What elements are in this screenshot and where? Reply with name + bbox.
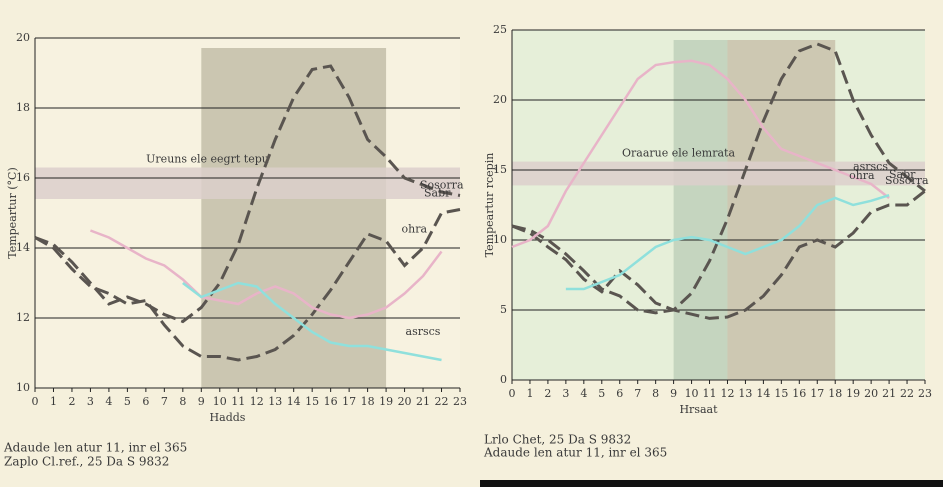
x-tick-label: 18 <box>828 387 842 400</box>
series-label: Sabr <box>889 168 916 181</box>
x-tick-label: 19 <box>379 395 393 408</box>
range-band <box>35 167 460 199</box>
note: Adaude len atur 11, inr el 365 <box>483 446 667 460</box>
footer-bar <box>480 480 943 487</box>
x-tick-label: 14 <box>756 387 770 400</box>
x-tick-label: 20 <box>398 395 412 408</box>
y-tick-label: 16 <box>16 171 30 184</box>
x-tick-label: 1 <box>50 395 57 408</box>
range-label: Ureuns ele eegrt tepu <box>146 153 269 166</box>
x-tick-label: 3 <box>87 395 94 408</box>
x-tick-label: 15 <box>774 387 788 400</box>
shaded-band <box>201 48 387 388</box>
x-tick-label: 23 <box>453 395 467 408</box>
x-tick-label: 0 <box>509 387 516 400</box>
x-tick-label: 10 <box>685 387 699 400</box>
x-tick-label: 13 <box>738 387 752 400</box>
x-tick-label: 9 <box>198 395 205 408</box>
x-tick-label: 21 <box>416 395 430 408</box>
x-tick-label: 9 <box>670 387 677 400</box>
x-tick-label: 12 <box>720 387 734 400</box>
x-tick-label: 16 <box>792 387 806 400</box>
x-tick-label: 4 <box>105 395 112 408</box>
series-label: Sosorra <box>420 179 464 192</box>
y-axis-label: Tempeartur rcepin <box>483 153 496 258</box>
range-label: Oraarue ele lemrata <box>622 147 735 160</box>
series-line <box>34 208 461 362</box>
y-tick-label: 15 <box>493 163 507 176</box>
x-tick-label: 3 <box>562 387 569 400</box>
x-tick-label: 11 <box>231 395 245 408</box>
y-tick-label: 18 <box>16 101 30 114</box>
x-tick-label: 15 <box>305 395 319 408</box>
series-label: ohra <box>849 169 875 182</box>
note: Lrlo Chet, 25 Da S 9832 <box>484 433 631 447</box>
x-tick-label: 22 <box>435 395 449 408</box>
x-axis-label: Hrsaat <box>679 403 718 416</box>
x-tick-label: 18 <box>361 395 375 408</box>
y-axis-label: Tempeartur (°C) <box>6 167 19 259</box>
x-tick-label: 4 <box>580 387 587 400</box>
x-tick-label: 8 <box>179 395 186 408</box>
y-tick-label: 5 <box>500 303 507 316</box>
series-line <box>565 194 890 291</box>
x-tick-label: 0 <box>32 395 39 408</box>
shaded-band <box>727 40 836 380</box>
x-tick-label: 2 <box>544 387 551 400</box>
y-tick-label: 20 <box>16 31 30 44</box>
x-tick-label: 23 <box>918 387 932 400</box>
x-tick-label: 17 <box>342 395 356 408</box>
y-tick-label: 10 <box>16 381 30 394</box>
series-label: ohra <box>402 223 428 236</box>
x-tick-label: 22 <box>900 387 914 400</box>
x-axis-label: Hadds <box>210 411 246 424</box>
x-tick-label: 12 <box>250 395 264 408</box>
note: Adaude len atur 11, inr el 365 <box>3 441 187 455</box>
x-tick-label: 7 <box>161 395 168 408</box>
series-label: asrscs <box>853 160 888 173</box>
series-line <box>511 59 890 249</box>
x-tick-label: 5 <box>124 395 131 408</box>
x-tick-label: 19 <box>846 387 860 400</box>
x-tick-label: 21 <box>882 387 896 400</box>
series-line <box>511 42 926 315</box>
series-label: Sosorra <box>885 174 929 187</box>
x-tick-label: 2 <box>68 395 75 408</box>
x-tick-label: 6 <box>616 387 623 400</box>
note: Zaplo Cl.ref., 25 Da S 9832 <box>4 455 169 469</box>
x-tick-label: 6 <box>142 395 149 408</box>
y-tick-label: 20 <box>493 93 507 106</box>
series-line <box>89 229 443 320</box>
series-line <box>511 189 926 320</box>
series-line <box>34 64 461 324</box>
x-tick-label: 5 <box>598 387 605 400</box>
y-tick-label: 12 <box>16 311 30 324</box>
x-tick-label: 8 <box>652 387 659 400</box>
y-tick-label: 14 <box>16 241 30 254</box>
x-tick-label: 7 <box>634 387 641 400</box>
range-band <box>512 161 925 186</box>
series-label: Sabr <box>424 187 451 200</box>
x-tick-label: 16 <box>324 395 338 408</box>
x-tick-label: 20 <box>864 387 878 400</box>
x-tick-label: 17 <box>810 387 824 400</box>
series-line <box>182 281 442 362</box>
y-tick-label: 10 <box>493 233 507 246</box>
y-tick-label: 0 <box>500 373 507 386</box>
x-tick-label: 13 <box>268 395 282 408</box>
series-label: asrscs <box>406 325 441 338</box>
x-tick-label: 10 <box>213 395 227 408</box>
x-tick-label: 14 <box>287 395 301 408</box>
y-tick-label: 25 <box>493 23 507 36</box>
x-tick-label: 11 <box>703 387 717 400</box>
x-tick-label: 1 <box>526 387 533 400</box>
shaded-band <box>673 40 728 380</box>
